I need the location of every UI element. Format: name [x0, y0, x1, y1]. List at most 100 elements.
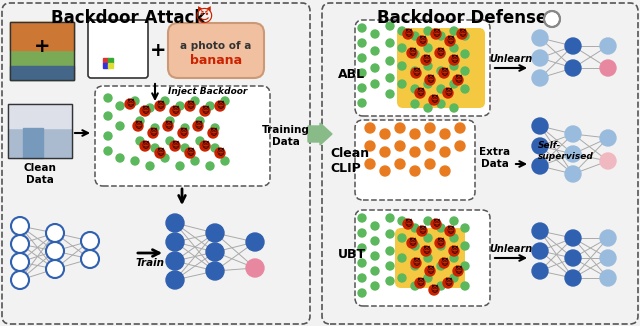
Circle shape [532, 70, 548, 86]
Circle shape [415, 88, 425, 98]
Bar [8, 104, 72, 158]
Bar [10, 22, 74, 80]
Circle shape [461, 224, 469, 232]
Circle shape [104, 94, 112, 102]
Text: Self-
supervised: Self- supervised [538, 141, 594, 161]
Text: 😈: 😈 [216, 101, 224, 110]
Text: 😈: 😈 [134, 121, 142, 130]
Circle shape [191, 157, 199, 165]
Circle shape [437, 50, 445, 58]
FancyBboxPatch shape [355, 120, 475, 200]
Text: Unlearn: Unlearn [490, 54, 532, 64]
Circle shape [11, 235, 29, 253]
Circle shape [425, 141, 435, 151]
Circle shape [185, 101, 195, 111]
Text: 😈: 😈 [432, 29, 440, 38]
Circle shape [46, 242, 64, 260]
Circle shape [104, 147, 112, 155]
Circle shape [181, 144, 189, 152]
Text: 😈: 😈 [444, 278, 452, 287]
Circle shape [386, 39, 394, 47]
Circle shape [443, 278, 453, 288]
Text: +: + [150, 40, 166, 60]
Circle shape [11, 271, 29, 289]
Text: Clean
CLIP: Clean CLIP [330, 147, 369, 175]
Circle shape [371, 222, 379, 230]
Circle shape [116, 102, 124, 110]
Circle shape [398, 27, 406, 35]
Text: 😈: 😈 [408, 238, 416, 247]
Circle shape [407, 48, 417, 58]
Text: 😈: 😈 [440, 68, 448, 77]
Circle shape [415, 278, 425, 288]
Circle shape [211, 124, 219, 132]
Circle shape [565, 126, 581, 142]
Text: Backdoor Defense: Backdoor Defense [377, 9, 547, 27]
Circle shape [532, 243, 548, 259]
Text: 😈: 😈 [436, 48, 444, 57]
Circle shape [455, 141, 465, 151]
Circle shape [163, 121, 173, 131]
Text: 😈: 😈 [412, 258, 420, 267]
Circle shape [411, 258, 421, 268]
Circle shape [565, 270, 581, 286]
Circle shape [386, 90, 394, 98]
Text: 😈: 😈 [446, 226, 454, 235]
Circle shape [11, 253, 29, 271]
Circle shape [358, 214, 366, 222]
Circle shape [449, 55, 459, 65]
Circle shape [380, 129, 390, 139]
Circle shape [358, 259, 366, 267]
Circle shape [424, 217, 432, 225]
Text: 😈: 😈 [216, 148, 224, 157]
Circle shape [425, 75, 435, 85]
Circle shape [565, 38, 581, 54]
Circle shape [246, 233, 264, 251]
Circle shape [410, 166, 420, 176]
Circle shape [398, 274, 406, 282]
Circle shape [398, 62, 406, 70]
Text: banana: banana [190, 54, 242, 67]
Circle shape [395, 123, 405, 133]
Text: 😈: 😈 [171, 106, 179, 115]
Text: 😈: 😈 [422, 246, 430, 255]
Text: 😈: 😈 [149, 128, 157, 137]
Bar [10, 22, 74, 50]
Circle shape [206, 224, 224, 242]
Circle shape [208, 128, 218, 138]
Circle shape [371, 267, 379, 275]
Circle shape [600, 60, 616, 76]
Text: 😈: 😈 [126, 99, 134, 108]
Circle shape [206, 262, 224, 280]
Circle shape [151, 144, 159, 152]
Text: 😈: 😈 [412, 68, 420, 77]
Text: 😈: 😈 [416, 88, 424, 97]
Circle shape [411, 224, 419, 232]
Circle shape [116, 122, 124, 130]
Circle shape [166, 117, 174, 125]
Circle shape [358, 244, 366, 252]
Circle shape [358, 274, 366, 282]
Circle shape [215, 101, 225, 111]
Text: 😈: 😈 [404, 29, 412, 38]
Circle shape [140, 106, 150, 116]
Circle shape [450, 254, 458, 262]
Circle shape [398, 234, 406, 242]
Bar [108, 58, 113, 63]
Circle shape [136, 137, 144, 145]
Circle shape [81, 250, 99, 268]
Circle shape [411, 68, 421, 78]
Circle shape [386, 214, 394, 222]
Circle shape [358, 54, 366, 62]
Circle shape [450, 274, 458, 282]
Text: 😈: 😈 [450, 55, 458, 64]
Text: 😈: 😈 [408, 48, 416, 57]
Circle shape [146, 162, 154, 170]
Circle shape [365, 141, 375, 151]
Circle shape [437, 32, 445, 40]
Circle shape [166, 271, 184, 289]
Text: 😈: 😈 [141, 141, 149, 150]
Circle shape [155, 101, 165, 111]
Circle shape [196, 137, 204, 145]
Circle shape [116, 154, 124, 162]
